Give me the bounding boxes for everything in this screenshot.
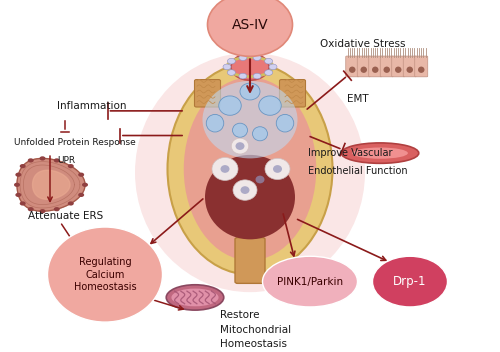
Text: UPR: UPR [58, 156, 76, 165]
Text: Endothelial Function: Endothelial Function [308, 166, 407, 176]
Circle shape [68, 201, 74, 206]
FancyBboxPatch shape [415, 56, 428, 77]
Ellipse shape [372, 67, 378, 73]
Circle shape [223, 64, 231, 70]
FancyBboxPatch shape [194, 80, 220, 107]
Ellipse shape [265, 158, 290, 180]
Circle shape [264, 58, 272, 64]
Circle shape [16, 193, 22, 197]
Text: Drp-1: Drp-1 [393, 275, 427, 288]
Ellipse shape [48, 227, 162, 322]
Ellipse shape [212, 157, 238, 180]
Circle shape [239, 55, 247, 61]
Ellipse shape [273, 165, 282, 173]
Circle shape [239, 73, 247, 79]
Ellipse shape [256, 176, 264, 183]
Ellipse shape [360, 67, 367, 73]
Text: Improve Vascular: Improve Vascular [308, 148, 392, 158]
FancyBboxPatch shape [369, 56, 382, 77]
Circle shape [54, 207, 60, 211]
Ellipse shape [172, 289, 218, 306]
Text: Unfolded Protein Response: Unfolded Protein Response [14, 138, 135, 147]
FancyBboxPatch shape [357, 56, 370, 77]
Circle shape [40, 156, 46, 161]
Ellipse shape [166, 285, 224, 310]
Text: EMT: EMT [348, 94, 369, 103]
Ellipse shape [168, 63, 332, 275]
Ellipse shape [352, 147, 408, 159]
Ellipse shape [233, 180, 257, 200]
Text: Oxidative Stress: Oxidative Stress [320, 39, 406, 49]
Ellipse shape [349, 67, 356, 73]
Text: Mitochondrial: Mitochondrial [220, 325, 291, 335]
FancyBboxPatch shape [380, 56, 394, 77]
Ellipse shape [206, 114, 224, 132]
Circle shape [20, 201, 26, 206]
Ellipse shape [240, 186, 250, 194]
Ellipse shape [384, 67, 390, 73]
Circle shape [28, 207, 34, 211]
Ellipse shape [231, 138, 249, 154]
Circle shape [54, 158, 60, 163]
Circle shape [269, 64, 277, 70]
Circle shape [68, 164, 74, 168]
Circle shape [78, 172, 84, 177]
Ellipse shape [240, 83, 260, 100]
Ellipse shape [259, 96, 281, 115]
Polygon shape [17, 158, 85, 211]
Text: Regulating
Calcium
Homeostasis: Regulating Calcium Homeostasis [74, 257, 136, 292]
Ellipse shape [135, 53, 365, 292]
Text: Homeostasis: Homeostasis [220, 339, 287, 349]
Ellipse shape [418, 67, 424, 73]
Ellipse shape [252, 127, 268, 141]
Polygon shape [32, 170, 70, 199]
Ellipse shape [341, 143, 419, 163]
Text: Restore: Restore [220, 310, 260, 320]
Circle shape [78, 193, 84, 197]
Ellipse shape [276, 114, 294, 132]
Circle shape [16, 172, 22, 177]
Circle shape [40, 209, 46, 213]
Circle shape [82, 183, 88, 187]
Circle shape [253, 73, 261, 79]
Ellipse shape [220, 165, 230, 173]
Ellipse shape [208, 0, 292, 56]
Ellipse shape [184, 77, 316, 260]
Circle shape [14, 183, 20, 187]
Ellipse shape [202, 81, 298, 158]
Circle shape [264, 70, 272, 75]
FancyBboxPatch shape [280, 80, 305, 107]
Circle shape [228, 70, 235, 75]
FancyBboxPatch shape [392, 56, 405, 77]
FancyBboxPatch shape [403, 56, 416, 77]
Text: Inflammation: Inflammation [58, 101, 127, 111]
Ellipse shape [236, 142, 244, 150]
Ellipse shape [232, 123, 248, 137]
Circle shape [253, 55, 261, 61]
Text: Attenuate ERS: Attenuate ERS [28, 212, 103, 221]
Text: PINK1/Parkin: PINK1/Parkin [277, 277, 343, 287]
Circle shape [231, 54, 269, 80]
Ellipse shape [406, 67, 413, 73]
Circle shape [20, 164, 26, 168]
Text: AS-IV: AS-IV [232, 18, 268, 32]
FancyBboxPatch shape [346, 56, 359, 77]
Circle shape [28, 158, 34, 163]
FancyBboxPatch shape [235, 238, 265, 283]
Ellipse shape [219, 96, 241, 115]
Ellipse shape [205, 155, 295, 239]
Circle shape [228, 58, 235, 64]
Ellipse shape [372, 256, 448, 307]
Ellipse shape [262, 256, 358, 307]
Ellipse shape [395, 67, 402, 73]
